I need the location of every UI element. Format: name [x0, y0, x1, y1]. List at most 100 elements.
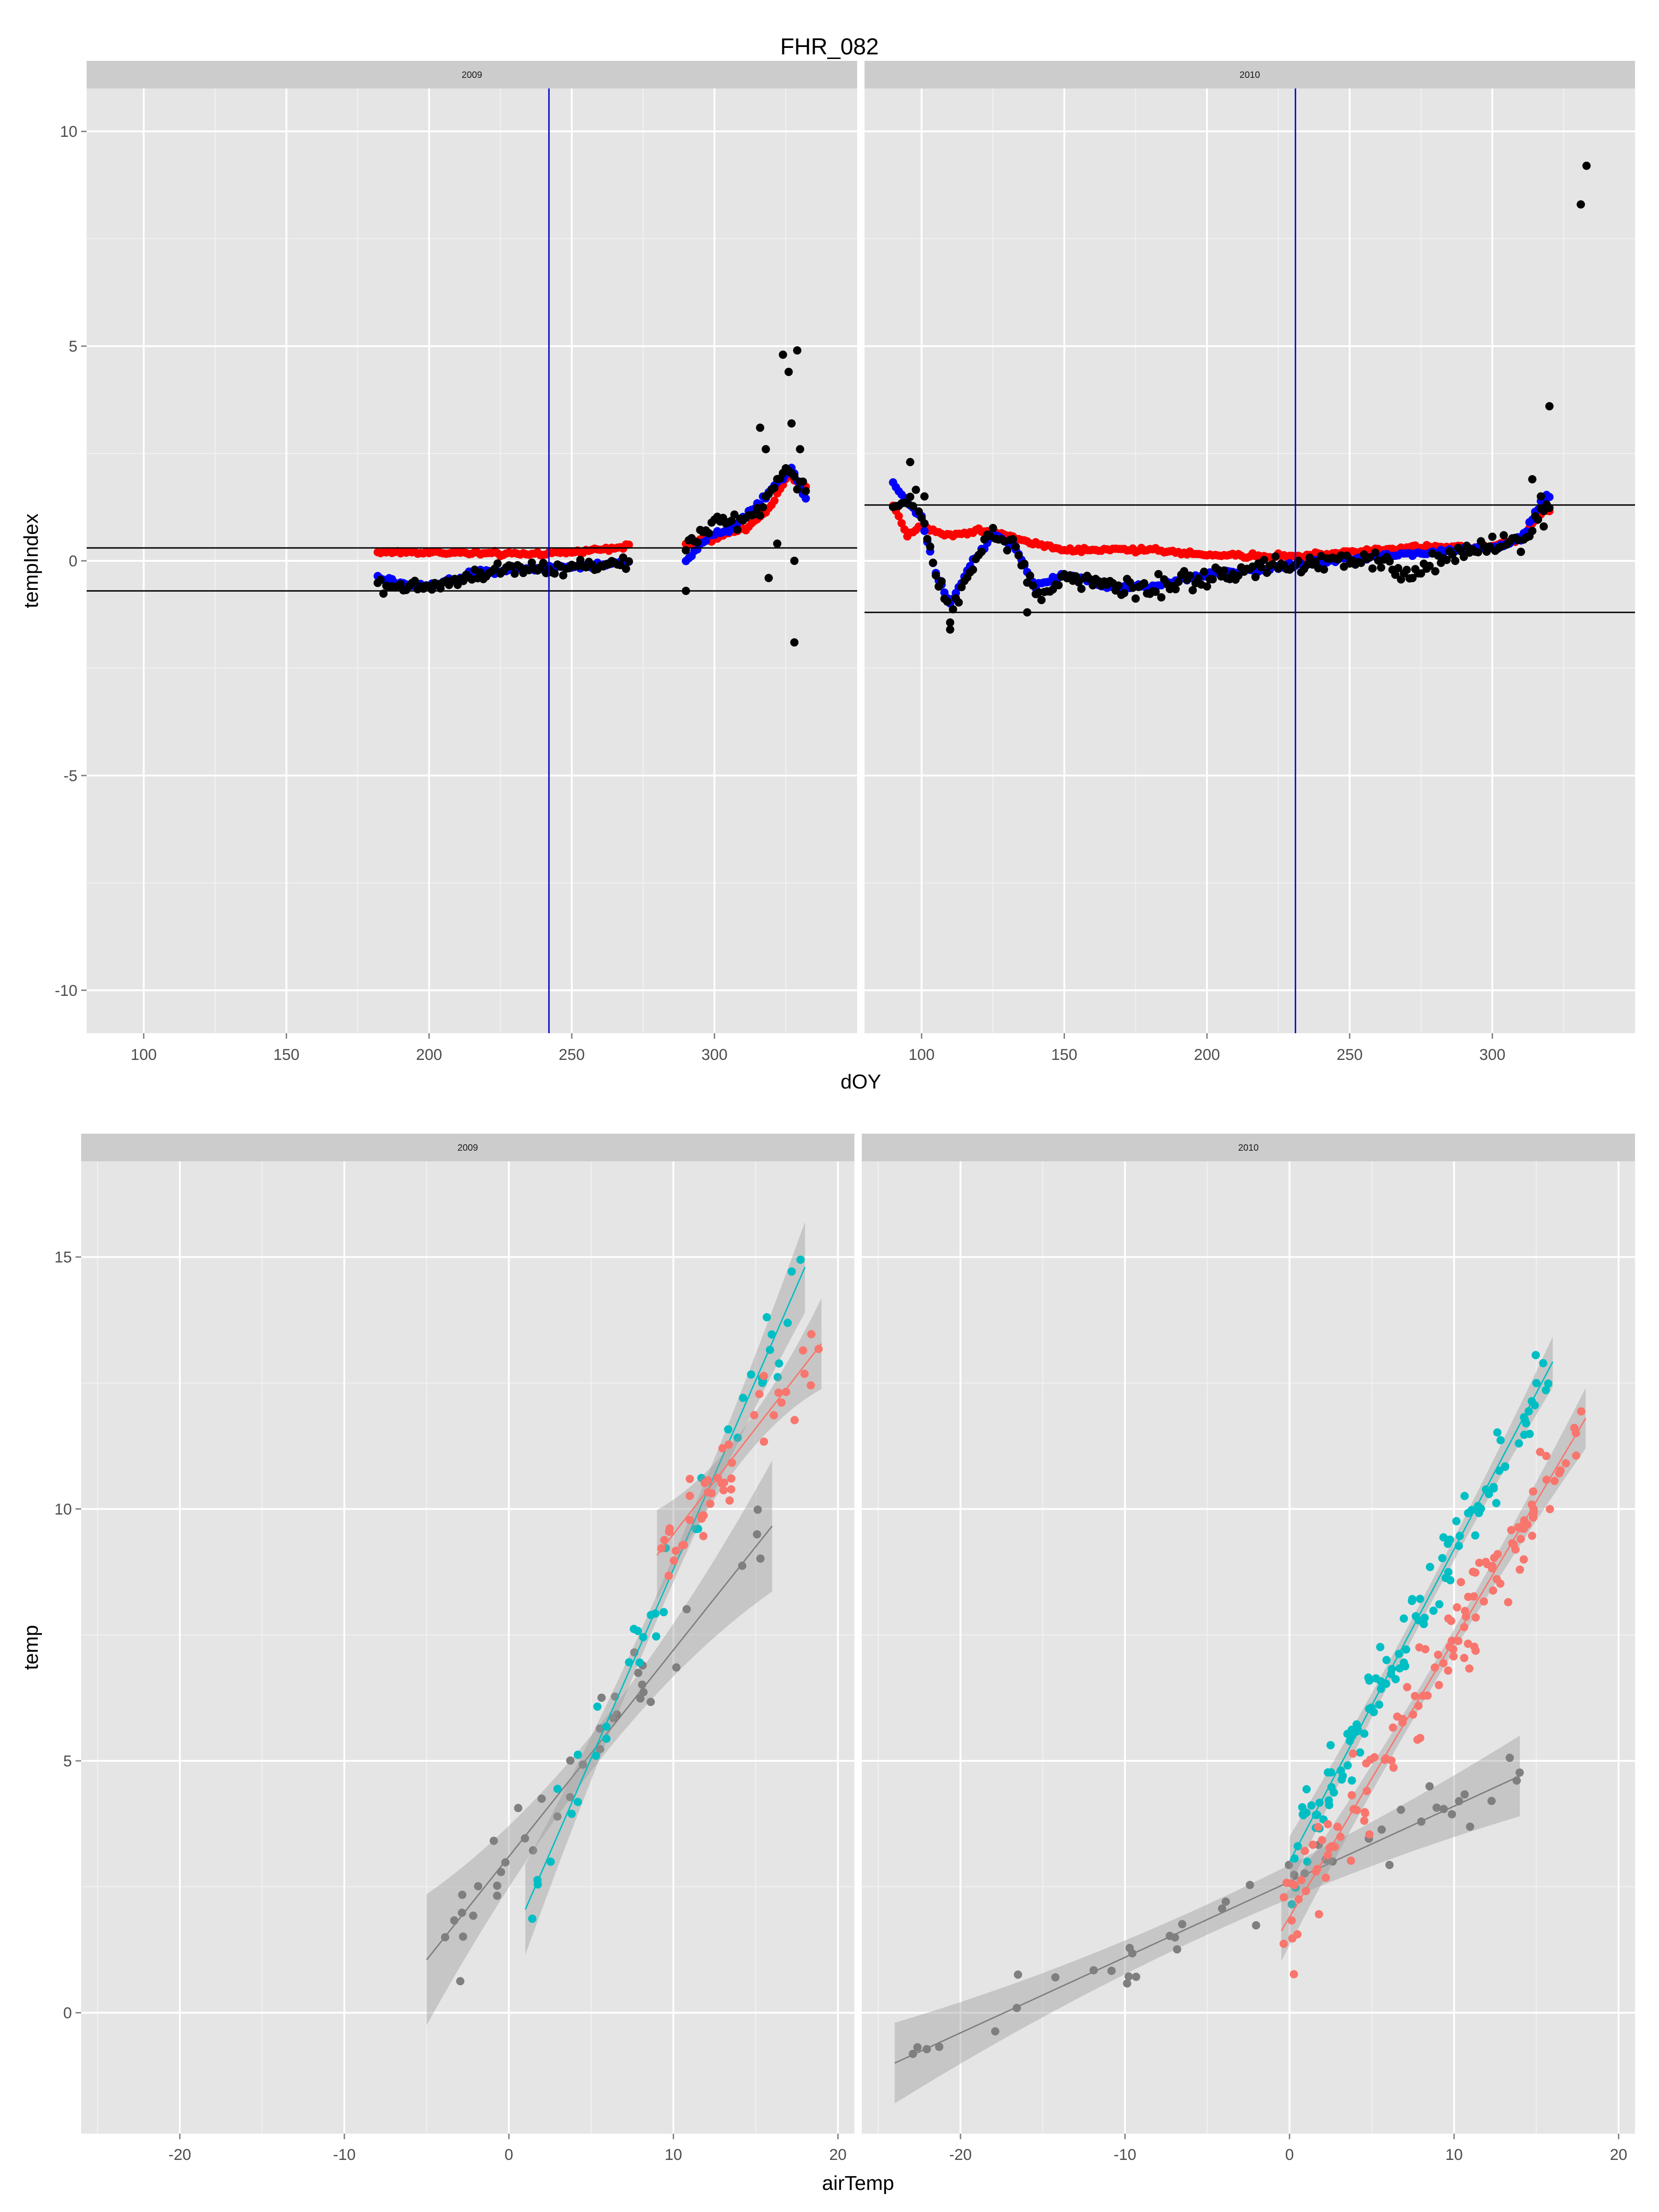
point-gray	[1465, 1822, 1474, 1831]
point-salmon	[1447, 1636, 1456, 1645]
point-blue	[1545, 493, 1554, 501]
point-black	[1174, 577, 1183, 586]
point-gray	[459, 1932, 467, 1941]
point-gray	[1425, 1782, 1434, 1791]
point-black	[929, 559, 937, 567]
point-salmon	[1464, 1639, 1472, 1648]
point-salmon	[707, 1489, 716, 1498]
point-black-outlier	[1582, 161, 1591, 170]
point-salmon	[1403, 1683, 1412, 1692]
point-gray	[514, 1804, 523, 1812]
point-salmon	[1279, 1939, 1288, 1948]
point-black	[801, 487, 810, 495]
point-teal	[593, 1702, 602, 1711]
x-tick-label: -20	[169, 2146, 191, 2164]
point-black	[550, 569, 559, 578]
point-black	[510, 569, 519, 578]
point-black	[954, 598, 963, 607]
point-salmon	[725, 1496, 734, 1505]
point-teal	[1524, 1407, 1533, 1416]
x-axis-title: dOY	[841, 1071, 881, 1093]
point-teal	[635, 1658, 644, 1667]
plot-panel	[862, 1161, 1635, 2134]
y-tick-label: 15	[54, 1249, 72, 1266]
point-salmon	[1475, 1559, 1484, 1567]
point-gray	[489, 1836, 498, 1845]
y-tick-label: -10	[55, 982, 77, 1000]
point-salmon	[1360, 1808, 1369, 1817]
point-black-outlier	[1539, 522, 1548, 531]
point-teal	[1484, 1490, 1493, 1499]
point-teal	[1327, 1768, 1335, 1777]
point-red	[897, 519, 906, 528]
point-teal	[1343, 1730, 1352, 1738]
point-teal	[692, 1525, 700, 1534]
point-salmon	[1287, 1879, 1296, 1888]
point-gray	[672, 1663, 681, 1672]
point-black	[1534, 515, 1542, 524]
point-black-outlier	[1545, 402, 1554, 411]
point-salmon	[799, 1346, 807, 1355]
point-black	[1545, 504, 1554, 512]
point-salmon	[727, 1474, 735, 1483]
point-black	[1185, 571, 1194, 580]
point-teal	[652, 1632, 660, 1641]
point-gray	[991, 2027, 1000, 2036]
point-black	[1014, 551, 1023, 560]
point-salmon	[750, 1411, 759, 1419]
point-gray	[1487, 1797, 1496, 1806]
point-salmon	[685, 1475, 694, 1483]
point-salmon	[1561, 1459, 1570, 1468]
point-black	[1448, 550, 1457, 559]
y-tick-label: 0	[63, 2005, 72, 2022]
point-teal	[528, 1914, 537, 1923]
point-black	[1368, 564, 1377, 573]
point-gray	[493, 1881, 501, 1890]
point-black	[1500, 531, 1508, 540]
point-teal	[1426, 1563, 1435, 1571]
point-salmon	[718, 1479, 726, 1488]
point-salmon	[1324, 1820, 1332, 1829]
point-black	[793, 485, 801, 494]
facet-strip-label: 2010	[1238, 1143, 1259, 1153]
point-salmon	[806, 1381, 815, 1390]
point-salmon	[1423, 1691, 1432, 1700]
facet-strip	[87, 61, 857, 88]
point-salmon	[1462, 1612, 1471, 1621]
point-black	[411, 577, 419, 585]
point-black-outlier	[946, 625, 954, 634]
point-salmon	[1517, 1535, 1525, 1543]
x-tick-label: 250	[1336, 1046, 1363, 1064]
point-black	[1009, 535, 1018, 544]
point-black	[1157, 593, 1166, 602]
y-tick-label: 5	[63, 1753, 72, 1770]
point-salmon	[706, 1500, 715, 1508]
point-black	[759, 503, 767, 512]
facet-strip	[81, 1134, 854, 1161]
point-salmon	[1457, 1578, 1465, 1587]
fit-line-salmon	[656, 1343, 822, 1556]
point-teal	[1364, 1673, 1373, 1682]
point-salmon	[671, 1547, 680, 1555]
point-teal	[625, 1658, 634, 1667]
point-teal	[1438, 1554, 1447, 1563]
point-black	[977, 547, 986, 556]
point-black-outlier	[1577, 200, 1585, 209]
point-salmon	[1546, 1505, 1554, 1513]
point-black	[1402, 565, 1411, 574]
point-teal	[1539, 1359, 1547, 1368]
point-black	[1268, 560, 1277, 569]
point-teal	[783, 1318, 792, 1327]
point-teal	[773, 1373, 782, 1382]
point-salmon	[1435, 1681, 1443, 1689]
point-teal	[739, 1394, 747, 1402]
point-teal	[1496, 1436, 1505, 1445]
point-gray	[1051, 1973, 1060, 1982]
point-salmon	[759, 1371, 768, 1380]
point-teal	[567, 1809, 576, 1818]
point-salmon	[1347, 1856, 1355, 1865]
point-salmon	[1454, 1636, 1463, 1645]
point-black	[622, 565, 630, 573]
point-salmon	[1315, 1910, 1324, 1918]
point-gray	[1439, 1805, 1448, 1813]
